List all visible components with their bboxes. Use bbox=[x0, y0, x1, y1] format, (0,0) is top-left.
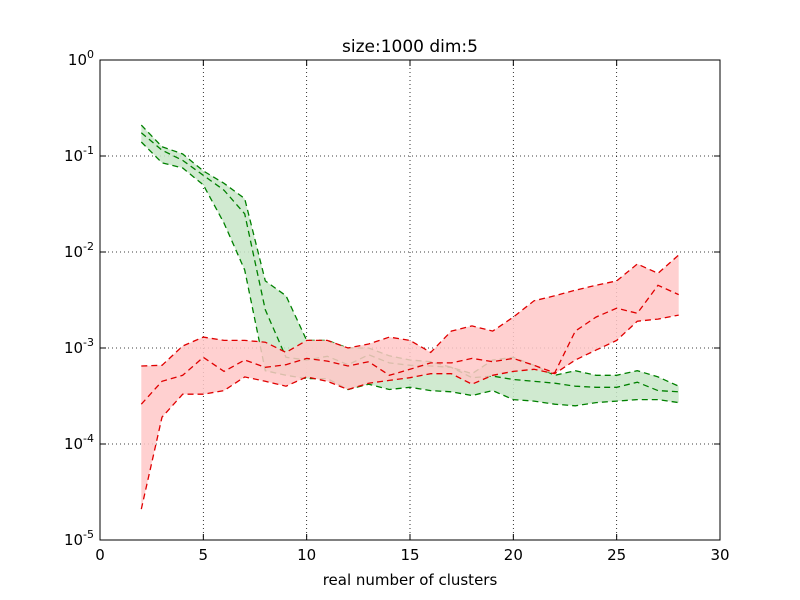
x-tick-label: 15 bbox=[400, 546, 419, 564]
y-tick-label: 10-3 bbox=[64, 336, 94, 357]
x-tick-label: 5 bbox=[199, 546, 209, 564]
x-tick-label: 10 bbox=[297, 546, 316, 564]
y-tick-label: 10-1 bbox=[64, 144, 94, 165]
y-tick-label: 10-2 bbox=[64, 240, 94, 261]
x-tick-label: 30 bbox=[710, 546, 729, 564]
series-0-band bbox=[141, 125, 679, 406]
series-0-lower-line bbox=[140, 141, 679, 407]
series-1-lower-line bbox=[140, 314, 679, 510]
y-tick-label: 10-4 bbox=[64, 432, 94, 453]
y-tick-label: 10-5 bbox=[64, 528, 94, 549]
series-1-band bbox=[141, 255, 679, 510]
x-axis-label: real number of clusters bbox=[323, 571, 498, 589]
chart-title: size:1000 dim:5 bbox=[342, 37, 478, 57]
x-tick-label: 0 bbox=[95, 546, 105, 564]
x-tick-label: 25 bbox=[607, 546, 626, 564]
axis-ticks: 0 5 10 15 20 25 30 10-5 10-4 10-3 10-2 10-1 100 bbox=[64, 48, 730, 564]
series-1-middle-line bbox=[140, 284, 679, 405]
series-1-upper-line bbox=[141, 254, 680, 367]
series-layer bbox=[140, 124, 680, 510]
x-tick-label: 20 bbox=[504, 546, 523, 564]
y-tick-label: 100 bbox=[68, 48, 94, 69]
